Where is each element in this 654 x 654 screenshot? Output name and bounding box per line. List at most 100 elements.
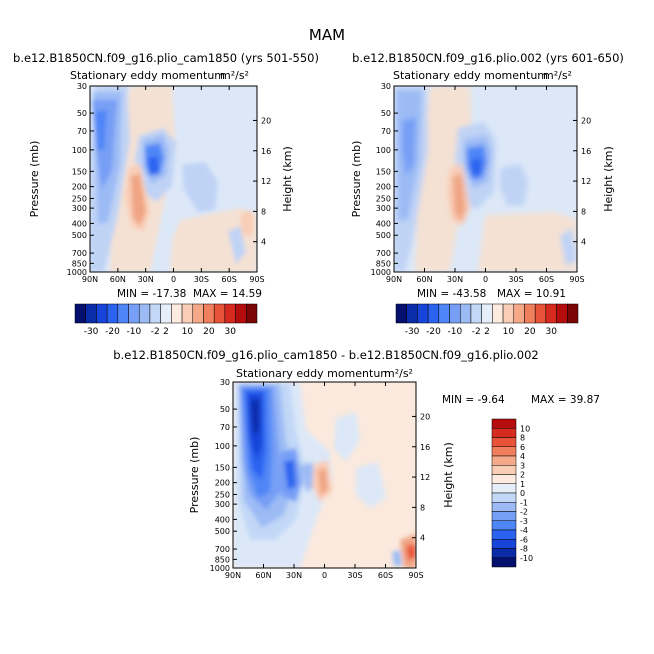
pressure-tick-label: 70 (220, 423, 230, 432)
x-tick-label: 60S (222, 275, 237, 284)
colorbar-swatch (513, 303, 525, 324)
colorbar-swatch (491, 455, 517, 466)
colorbar-swatch (406, 303, 418, 324)
height-tick-label: 12 (581, 177, 591, 186)
height-tick-label: 20 (420, 412, 430, 421)
colorbar-swatch (567, 303, 579, 324)
colorbar-swatch (491, 511, 517, 521)
panel-1-ylabel-right: Height (km) (281, 146, 294, 212)
panel-1-ylabel-left: Pressure (mb) (28, 141, 41, 218)
panel-3: b.e12.B1850CN.f09_g16.plio_cam1850 - b.e… (113, 348, 600, 580)
colorbar-label: 2 (163, 327, 169, 337)
panel-1-min-label: MIN = -17.38 (117, 288, 186, 300)
colorbar-label: 30 (546, 327, 558, 337)
colorbar-swatch (192, 303, 204, 324)
panel-2-units: m²/s² (543, 69, 572, 82)
colorbar-swatch (491, 437, 517, 447)
colorbar-swatch (491, 557, 517, 568)
pressure-tick-label: 100 (215, 442, 230, 451)
x-tick-label: 90N (225, 571, 241, 580)
colorbar-swatch (171, 303, 183, 324)
colorbar-swatch (491, 529, 517, 540)
height-tick-label: 8 (581, 207, 586, 216)
colorbar-swatch (181, 303, 194, 324)
colorbar-swatch (128, 303, 140, 324)
pressure-tick-label: 500 (215, 527, 230, 536)
colorbar-swatch (160, 303, 172, 324)
x-tick-label: 0 (171, 275, 176, 284)
pressure-tick-label: 500 (376, 231, 391, 240)
panel-2-min-label: MIN = -43.58 (417, 288, 486, 300)
panel-2-ylabel-right: Height (km) (602, 146, 615, 212)
pressure-tick-label: 700 (215, 545, 230, 554)
x-tick-label: 60N (110, 275, 126, 284)
x-tick-label: 0 (483, 275, 488, 284)
colorbar-label: -20 (426, 327, 441, 337)
colorbar-swatch (491, 465, 517, 475)
pressure-tick-label: 50 (381, 109, 391, 118)
pressure-tick-label: 850 (376, 259, 391, 268)
pressure-tick-label: 1000 (67, 268, 87, 277)
colorbar-label: 4 (520, 452, 525, 461)
colorbar-swatch (491, 428, 517, 438)
panel-2-case-title: b.e12.B1850CN.f09_g16.plio.002 (yrs 601-… (352, 51, 624, 65)
colorbar-swatch (502, 303, 515, 324)
colorbar-label: -2 (151, 327, 160, 337)
colorbar-swatch (459, 303, 472, 324)
colorbar-swatch (491, 492, 517, 503)
pressure-tick-label: 700 (376, 249, 391, 258)
colorbar-swatch (85, 303, 97, 324)
panel-2-contour-field (394, 86, 577, 272)
pressure-tick-label: 150 (376, 167, 391, 176)
colorbar-swatch (481, 303, 493, 324)
colorbar-swatch (491, 548, 517, 558)
x-tick-label: 30N (447, 275, 463, 284)
colorbar-swatch (545, 303, 557, 324)
pressure-tick-label: 400 (72, 219, 87, 228)
x-tick-label: 60N (255, 571, 271, 580)
panel-3-units: m²/s² (384, 367, 413, 380)
colorbar-label: 6 (520, 443, 525, 452)
panel-3-ylabel-right: Height (km) (442, 442, 455, 508)
colorbar-label: -10 (520, 554, 533, 563)
colorbar-swatch (246, 303, 258, 324)
colorbar-swatch (491, 502, 517, 512)
pressure-tick-label: 200 (215, 479, 230, 488)
panel-1-contour-field (90, 86, 257, 272)
x-tick-label: 30S (194, 275, 209, 284)
x-tick-label: 30S (508, 275, 523, 284)
height-tick-label: 4 (420, 534, 425, 543)
colorbar-label: 0 (520, 489, 525, 498)
colorbar-label: 1 (520, 480, 525, 489)
colorbar-swatch (117, 303, 129, 324)
colorbar-swatch (138, 303, 151, 324)
pressure-tick-label: 70 (77, 127, 87, 136)
colorbar-swatch (491, 483, 517, 494)
x-tick-label: 30S (347, 571, 362, 580)
colorbar-swatch (556, 303, 568, 324)
pressure-tick-label: 250 (376, 194, 391, 203)
colorbar-label: -8 (520, 545, 528, 554)
colorbar-label: 20 (203, 327, 215, 337)
pressure-tick-label: 1000 (371, 268, 391, 277)
colorbar-label: -2 (472, 327, 481, 337)
height-tick-label: 20 (261, 116, 271, 125)
height-tick-label: 4 (581, 238, 586, 247)
pressure-tick-label: 30 (77, 82, 87, 91)
height-tick-label: 8 (261, 207, 266, 216)
x-tick-label: 90S (249, 275, 264, 284)
panel-3-case-title: b.e12.B1850CN.f09_g16.plio_cam1850 - b.e… (113, 348, 538, 362)
pressure-tick-label: 150 (72, 167, 87, 176)
pressure-tick-label: 50 (220, 405, 230, 414)
pressure-tick-label: 300 (376, 204, 391, 213)
colorbar-label: 10 (503, 327, 515, 337)
panel-1-units: m²/s² (220, 69, 249, 82)
colorbar-label: -6 (520, 535, 528, 544)
colorbar-swatch (491, 474, 517, 484)
pressure-tick-label: 250 (215, 490, 230, 499)
colorbar-swatch (74, 303, 86, 324)
pressure-tick-label: 200 (72, 183, 87, 192)
colorbar-swatch (491, 418, 517, 429)
colorbar-label: -4 (520, 526, 528, 535)
x-tick-label: 30N (286, 571, 302, 580)
